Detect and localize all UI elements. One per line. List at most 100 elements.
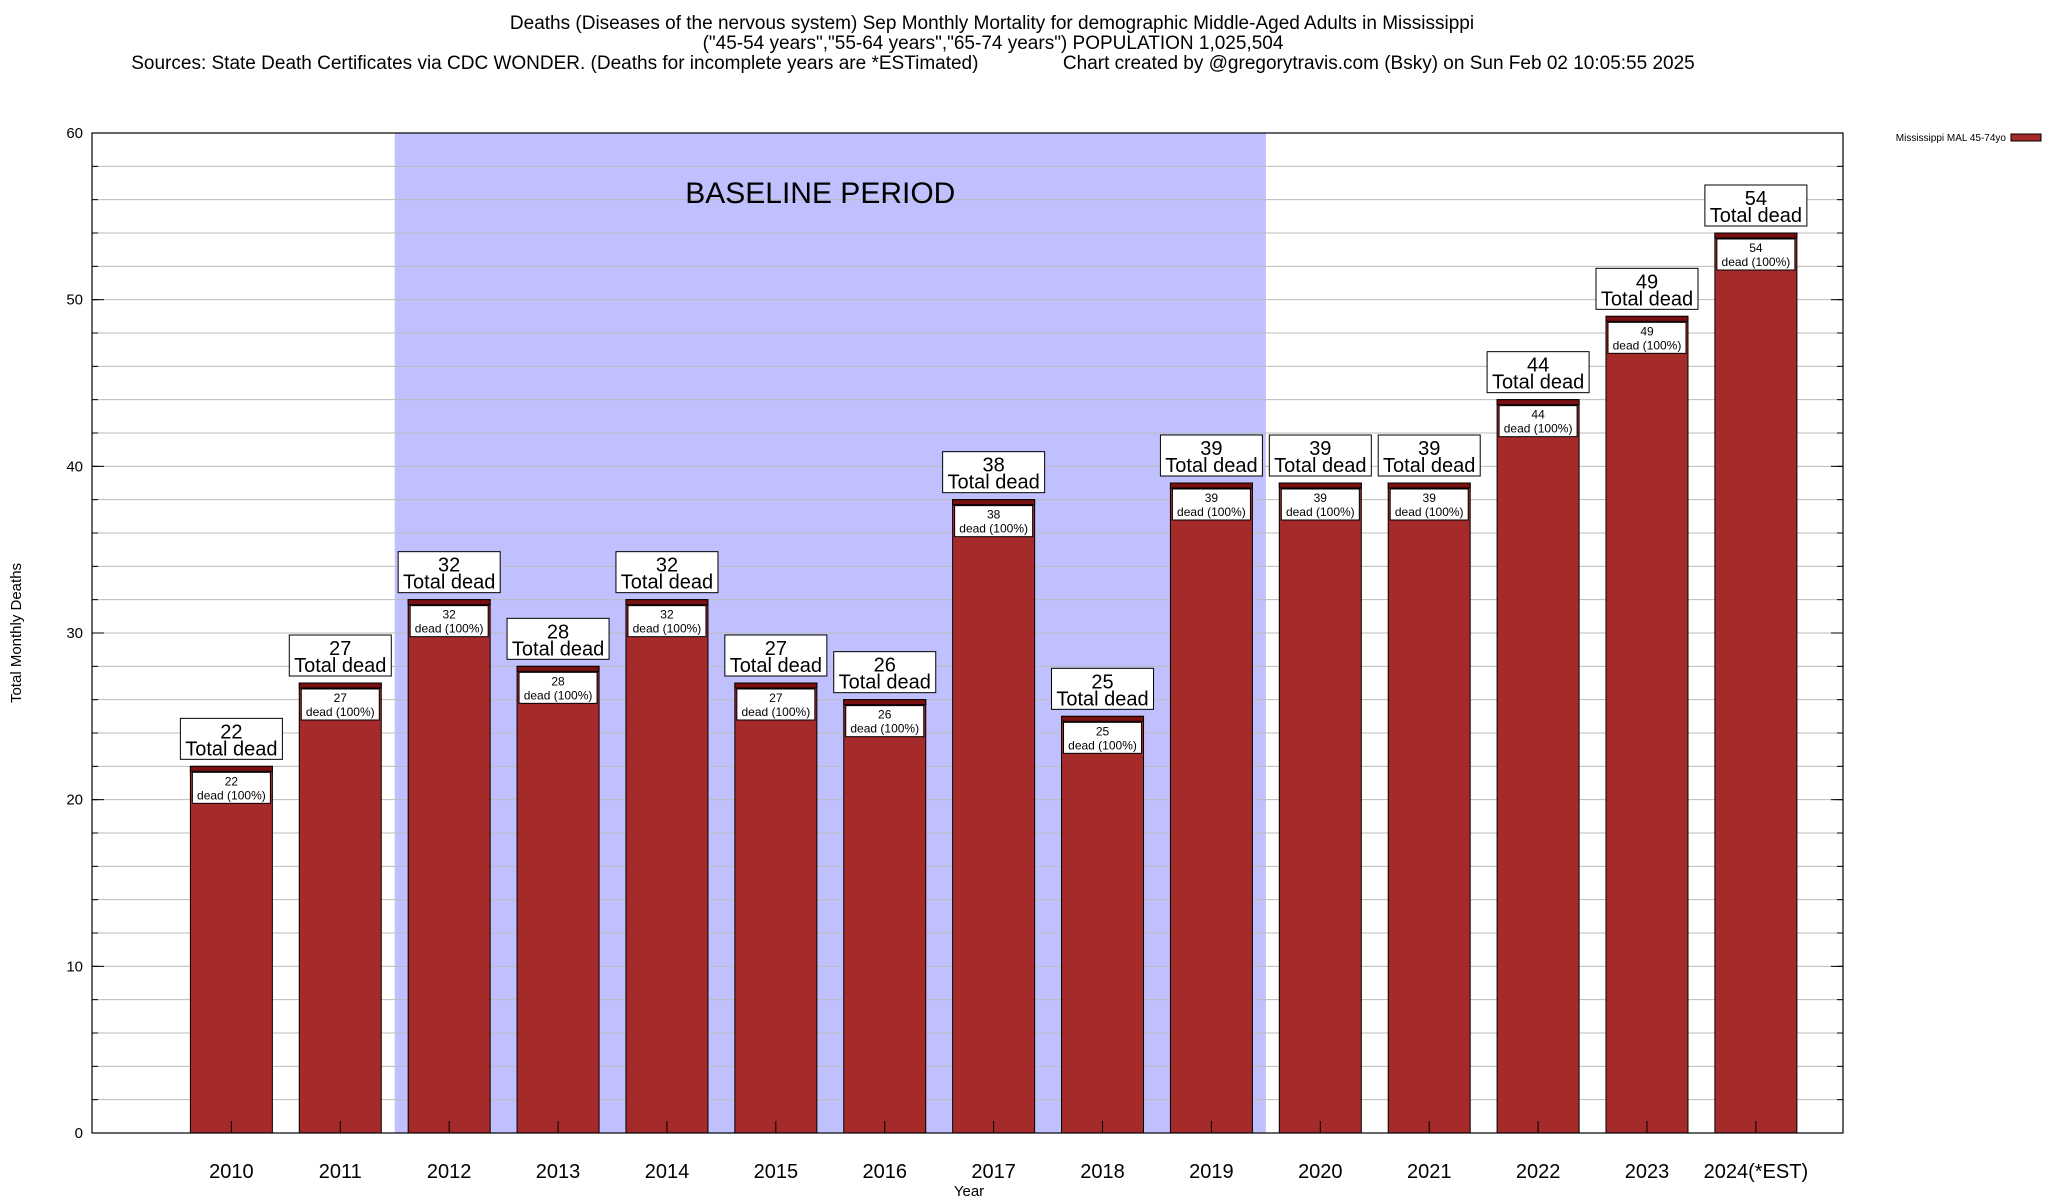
x-tick-label: 2020: [1298, 1161, 1343, 1183]
total-label-box: [397, 551, 501, 594]
inner-value-label: 44: [1531, 408, 1545, 422]
inner-value-label: 32: [660, 608, 674, 622]
bar-cap: [1278, 482, 1362, 489]
inner-value-label: 38: [987, 508, 1001, 522]
total-value-label: 39: [1309, 438, 1331, 460]
total-dead-label: Total dead: [730, 655, 822, 677]
inner-label-box: [845, 705, 925, 738]
inner-percent-label: dead (100%): [1286, 505, 1355, 519]
total-dead-label: Total dead: [512, 638, 604, 660]
total-dead-label: Total dead: [947, 472, 1039, 494]
total-value-label: 39: [1418, 438, 1440, 460]
bar-2017: [952, 499, 1036, 1134]
inner-value-label: 32: [442, 608, 456, 622]
inner-percent-label: dead (100%): [1504, 422, 1573, 436]
inner-value-label: 39: [1205, 491, 1219, 505]
total-label-box: [1051, 667, 1155, 710]
bar-cap: [189, 765, 273, 772]
plot-frame: [91, 132, 1844, 1134]
inner-percent-label: dead (100%): [741, 705, 810, 719]
bar-2013: [516, 665, 600, 1134]
x-tick-label: 2018: [1080, 1161, 1125, 1183]
total-value-label: 39: [1200, 438, 1222, 460]
total-value-label: 54: [1745, 188, 1767, 210]
y-tick-label: 30: [66, 625, 83, 642]
chart-source-line: Sources: State Death Certificates via CD…: [131, 53, 1695, 74]
bar-2012: [407, 599, 491, 1134]
inner-percent-label: dead (100%): [959, 522, 1028, 536]
y-tick-label: 50: [66, 292, 83, 309]
y-tick-label: 10: [66, 958, 83, 975]
total-value-label: 28: [547, 621, 569, 643]
legend-label: Mississippi MAL 45-74yo: [1896, 133, 2007, 144]
total-dead-label: Total dead: [1383, 455, 1475, 477]
bar-cap: [407, 599, 491, 606]
bar-2024(*EST): [1714, 232, 1798, 1134]
total-dead-label: Total dead: [1601, 288, 1693, 310]
total-label-box: [724, 634, 828, 677]
total-value-label: 25: [1091, 671, 1113, 693]
bar-2019: [1169, 482, 1253, 1134]
total-dead-label: Total dead: [1274, 455, 1366, 477]
total-label-box: [1377, 434, 1481, 477]
inner-percent-label: dead (100%): [306, 705, 375, 719]
inner-label-box: [736, 688, 816, 721]
baseline-period-label: BASELINE PERIOD: [685, 177, 955, 210]
inner-label-box: [300, 688, 380, 721]
x-tick-label: 2013: [536, 1161, 581, 1183]
bar-2011: [298, 682, 382, 1134]
inner-percent-label: dead (100%): [633, 622, 702, 636]
inner-label-box: [1280, 488, 1360, 521]
inner-percent-label: dead (100%): [1068, 738, 1137, 752]
inner-value-label: 39: [1423, 491, 1437, 505]
total-label-box: [1159, 434, 1263, 477]
total-value-label: 38: [983, 455, 1005, 477]
inner-label-box: [954, 505, 1034, 538]
x-tick-label: 2012: [427, 1161, 472, 1183]
total-dead-label: Total dead: [621, 572, 713, 594]
inner-label-box: [627, 605, 707, 638]
inner-percent-label: dead (100%): [1722, 255, 1791, 269]
x-tick-label: 2019: [1189, 1161, 1234, 1183]
total-label-box: [1595, 267, 1699, 310]
inner-value-label: 28: [551, 674, 565, 688]
y-axis-label: Total Monthly Deaths: [8, 563, 25, 703]
bar-cap: [1061, 715, 1145, 722]
bar-cap: [1387, 482, 1471, 489]
x-tick-label: 2022: [1516, 1161, 1561, 1183]
bar-2021: [1387, 482, 1471, 1134]
inner-value-label: 49: [1640, 324, 1654, 338]
inner-label-box: [409, 605, 489, 638]
x-tick-label: 2024(*EST): [1704, 1161, 1809, 1183]
inner-label-box: [1498, 405, 1578, 438]
y-tick-label: 60: [66, 125, 83, 142]
x-tick-label: 2023: [1625, 1161, 1670, 1183]
inner-value-label: 27: [769, 691, 783, 705]
bar-2023: [1605, 315, 1689, 1134]
total-value-label: 27: [765, 638, 787, 660]
x-tick-label: 2016: [862, 1161, 907, 1183]
y-tick-label: 20: [66, 792, 83, 809]
inner-label-box: [518, 671, 598, 704]
total-dead-label: Total dead: [185, 738, 277, 760]
bar-cap: [1169, 482, 1253, 489]
x-tick-label: 2017: [971, 1161, 1016, 1183]
inner-percent-label: dead (100%): [197, 788, 266, 802]
total-label-box: [288, 634, 392, 677]
inner-value-label: 26: [878, 708, 892, 722]
total-dead-label: Total dead: [839, 672, 931, 694]
chart-title-line-1: Deaths (Diseases of the nervous system) …: [509, 13, 1475, 34]
bar-cap: [1714, 232, 1798, 239]
x-tick-label: 2014: [645, 1161, 690, 1183]
total-value-label: 32: [438, 555, 460, 577]
total-value-label: 26: [874, 655, 896, 677]
legend-swatch: [2010, 133, 2042, 142]
bar-cap: [298, 682, 382, 689]
inner-value-label: 27: [334, 691, 348, 705]
chart-title-line-2: ("45-54 years","55-64 years","65-74 year…: [702, 33, 1284, 54]
x-axis-label: Year: [954, 1183, 984, 1200]
y-tick-label: 40: [66, 458, 83, 475]
y-tick-label: 0: [75, 1125, 83, 1142]
total-label-box: [942, 451, 1046, 494]
